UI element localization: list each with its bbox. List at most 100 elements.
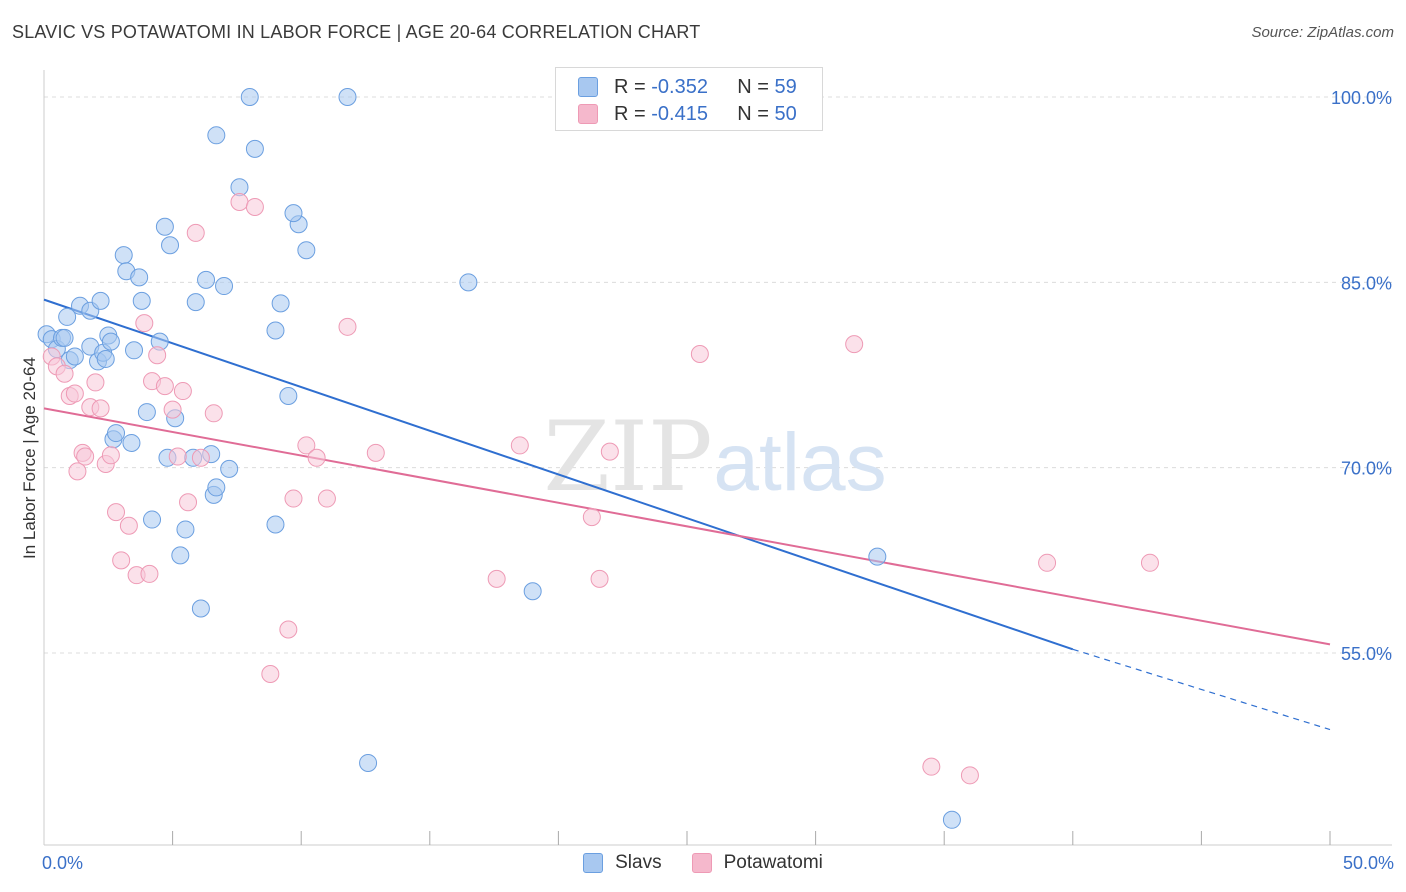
point-slavs [91, 291, 110, 310]
stats-row-potawatomi: R = -0.415 N = 50 [578, 101, 797, 127]
point-slavs [122, 433, 141, 452]
point-slavs [155, 217, 174, 236]
point-potawatomi [135, 314, 154, 333]
point-slavs [176, 520, 195, 539]
point-slavs [171, 546, 190, 565]
point-potawatomi [76, 447, 95, 466]
point-potawatomi [179, 493, 198, 512]
n-label: N = [737, 102, 769, 125]
legend-item-potawatomi[interactable]: Potawatomi [691, 852, 823, 874]
r-label: R = [614, 102, 646, 125]
point-slavs [65, 347, 84, 366]
trend-lines [43, 298, 1331, 731]
point-slavs [338, 88, 357, 106]
point-slavs [279, 387, 298, 406]
point-potawatomi [690, 344, 709, 363]
point-potawatomi [510, 436, 529, 455]
point-potawatomi [245, 197, 264, 216]
n-label: N = [737, 75, 769, 98]
point-potawatomi [279, 620, 298, 639]
point-potawatomi [297, 436, 316, 455]
r-value: -0.352 [651, 75, 708, 98]
point-slavs [191, 599, 210, 618]
point-slavs [266, 321, 285, 340]
point-potawatomi [191, 448, 210, 467]
point-slavs [107, 424, 126, 443]
trend-line-slavs [43, 298, 1074, 651]
x-tick-label: 50.0% [1343, 853, 1394, 873]
point-potawatomi [1038, 553, 1057, 572]
trend-extension-slavs [1072, 648, 1331, 731]
legend-label: Slavs [615, 852, 662, 873]
point-potawatomi [261, 665, 280, 684]
source-label: Source: ZipAtlas.com [1251, 24, 1394, 41]
point-slavs [868, 547, 887, 566]
point-potawatomi [582, 508, 601, 527]
y-tick-labels: 55.0% 70.0% 85.0% 100.0% [1331, 88, 1392, 664]
point-slavs [240, 88, 259, 106]
point-potawatomi [600, 442, 619, 461]
point-slavs [137, 403, 156, 422]
x-tick-labels: 0.0% 50.0% [42, 853, 1394, 873]
legend-label: Potawatomi [723, 852, 823, 873]
point-potawatomi [168, 447, 187, 466]
point-potawatomi [307, 448, 326, 467]
stats-row-slavs: R = -0.352 N = 59 [578, 74, 797, 100]
point-slavs [942, 810, 961, 829]
watermark-atlas: atlas [713, 417, 886, 508]
point-potawatomi [55, 364, 74, 383]
watermark: ZIP atlas [543, 401, 886, 513]
point-potawatomi [155, 377, 174, 396]
point-slavs [271, 294, 290, 313]
point-slavs [58, 307, 77, 326]
n-value: 59 [774, 75, 797, 98]
point-slavs [207, 478, 226, 497]
point-potawatomi [163, 400, 182, 419]
slavs-swatch [583, 853, 604, 873]
point-potawatomi [590, 569, 609, 588]
point-potawatomi [366, 443, 385, 462]
point-slavs [96, 349, 115, 368]
point-potawatomi [107, 503, 126, 522]
watermark-zip: ZIP [543, 401, 712, 513]
series-legend: Slavs Potawatomi [0, 852, 1406, 874]
point-potawatomi [845, 335, 864, 354]
point-potawatomi [186, 223, 205, 242]
point-potawatomi [487, 569, 506, 588]
point-potawatomi [148, 346, 167, 365]
legend-item-slavs[interactable]: Slavs [583, 852, 662, 874]
point-potawatomi [86, 373, 105, 392]
point-potawatomi [68, 462, 87, 481]
point-slavs [114, 246, 133, 265]
slavs-swatch [578, 77, 598, 97]
point-potawatomi [922, 757, 941, 776]
point-potawatomi [119, 516, 138, 535]
point-slavs [215, 277, 234, 296]
r-label: R = [614, 75, 646, 98]
point-potawatomi [140, 564, 159, 583]
y-tick-label: 70.0% [1341, 459, 1392, 479]
potawatomi-swatch [691, 853, 712, 873]
point-potawatomi [338, 317, 357, 336]
potawatomi-swatch [578, 104, 598, 124]
point-slavs [132, 291, 151, 310]
y-axis-title: In Labor Force | Age 20-64 [20, 357, 39, 559]
trend-line-potawatomi [43, 407, 1331, 646]
y-tick-label: 55.0% [1341, 644, 1392, 664]
point-potawatomi [112, 551, 131, 570]
y-tick-label: 100.0% [1331, 88, 1392, 108]
point-potawatomi [204, 404, 223, 423]
r-value: -0.415 [651, 102, 708, 125]
point-slavs [197, 270, 216, 289]
point-slavs [161, 236, 180, 255]
point-slavs [143, 510, 162, 529]
y-tick-label: 85.0% [1341, 273, 1392, 293]
point-slavs [207, 126, 226, 145]
grid-lines [44, 96, 1392, 654]
point-slavs [359, 753, 378, 772]
data-points [37, 88, 1159, 829]
point-potawatomi [960, 766, 979, 785]
point-potawatomi [317, 489, 336, 508]
point-slavs [245, 139, 264, 158]
